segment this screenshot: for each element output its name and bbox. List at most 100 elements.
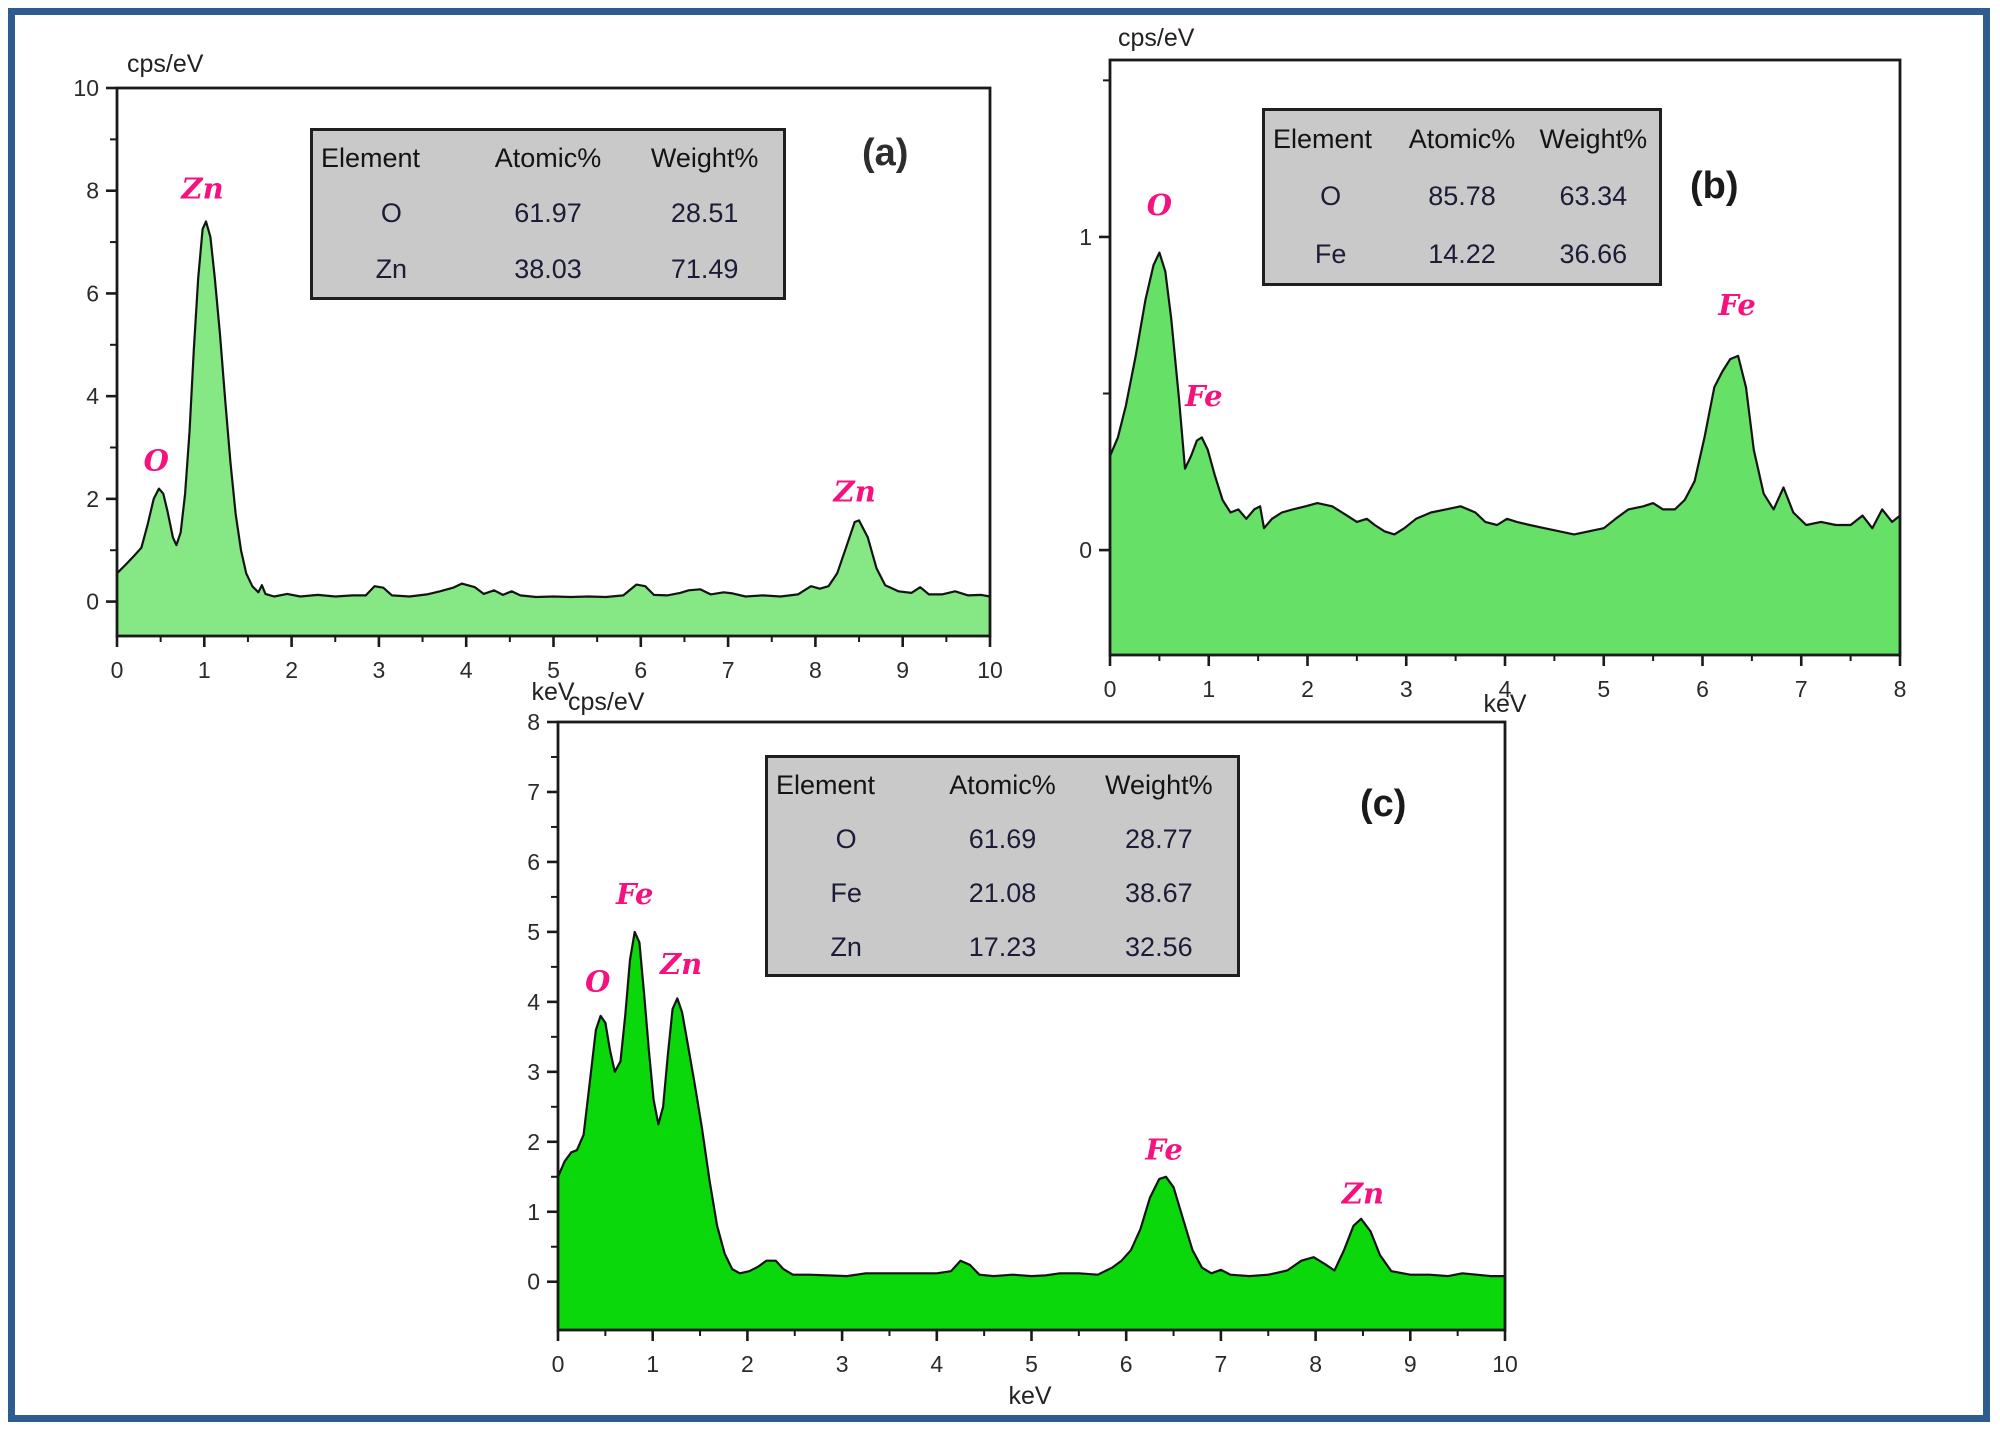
y-axis-title-a: cps/eV	[127, 50, 204, 78]
x-tick-label: 6	[1120, 1351, 1133, 1377]
table-header-cell: Element	[321, 143, 421, 174]
table-cell: 17.23	[968, 931, 1037, 962]
x-tick-label: 8	[809, 657, 822, 683]
table-cell: 14.22	[1428, 238, 1496, 269]
x-tick-label: 3	[373, 657, 386, 683]
x-tick-label: 8	[1309, 1351, 1322, 1377]
x-tick-label: 0	[111, 657, 124, 683]
peak-label-fe: Fe	[615, 877, 653, 911]
table-cell: Fe	[1314, 238, 1347, 269]
x-tick-label: 9	[1404, 1351, 1417, 1377]
x-tick-label: 2	[285, 657, 298, 683]
chart-a: 0 1 2 3 4 5 6 7 8 9 10 0 2 4 6 8 10 cps/eV keV O Zn Zn	[73, 50, 1002, 706]
x-tick-label: 2	[1301, 676, 1314, 702]
y-tick-label: 2	[527, 1129, 540, 1155]
table-header-cell: Atomic%	[494, 143, 602, 174]
table-header-cell: Atomic%	[1408, 124, 1516, 155]
table-row: O 61.97 28.51	[313, 186, 783, 241]
spectrum-line-b	[1108, 251, 1901, 536]
x-tick-label: 4	[460, 657, 473, 683]
panel-label-a: (a)	[862, 132, 909, 174]
table-header-cell: Element	[776, 769, 876, 800]
table-cell: 63.34	[1559, 181, 1628, 212]
y-tick-label: 2	[86, 486, 99, 512]
table-header-cell: Atomic%	[949, 769, 1056, 800]
table-cell: Zn	[830, 931, 862, 962]
table-header-cell: Weight%	[650, 143, 759, 174]
table-cell: O	[380, 198, 402, 229]
x-tick-label: 0	[552, 1351, 565, 1377]
y-tick-label: 8	[86, 178, 99, 204]
chart-b: 0 1 2 3 4 5 6 7 8 0 1 cps/eV keV O Fe Fe	[1079, 24, 1906, 718]
table-row: Zn 17.23 32.56	[768, 920, 1237, 974]
table-cell: 61.69	[968, 823, 1037, 854]
x-tick-label: 9	[896, 657, 909, 683]
table-header-cell: Element	[1273, 124, 1373, 155]
table-cell: 32.56	[1125, 931, 1193, 962]
table-cell: O	[1320, 181, 1342, 212]
table-cell: 28.77	[1125, 823, 1193, 854]
x-tick-label: 7	[1795, 676, 1808, 702]
y-tick-label: 0	[86, 589, 99, 615]
y-tick-label: 10	[73, 75, 99, 101]
x-axis-title-c: keV	[1008, 1382, 1051, 1410]
spectrum-line-a	[116, 220, 991, 599]
table-cell: Zn	[375, 253, 408, 284]
peak-label-zn: Zn	[1341, 1176, 1384, 1210]
table-row: O 61.69 28.77	[768, 812, 1237, 866]
table-cell: 61.97	[514, 198, 582, 229]
composition-table-grid: Element Atomic% Weight% O 61.97 28.51 Zn 38.03 7…	[313, 131, 783, 297]
y-tick-label: 3	[527, 1059, 540, 1085]
x-tick-label: 1	[1202, 676, 1215, 702]
y-tick-label: 0	[1079, 537, 1092, 563]
y-axis-title-b: cps/eV	[1118, 24, 1195, 52]
y-tick-label: 5	[527, 919, 540, 945]
table-cell: 36.66	[1559, 238, 1628, 269]
table-header-cell: Weight%	[1105, 769, 1213, 800]
table-header-cell: Weight%	[1539, 124, 1648, 155]
peak-label-zn: Zn	[833, 474, 876, 508]
spectrum-line-c	[556, 930, 1505, 1278]
x-tick-label: 5	[1597, 676, 1610, 702]
spectrum-area-a	[117, 221, 990, 636]
composition-table-c: Element Atomic% Weight% O 61.69 28.77 Fe 21.08 3…	[765, 755, 1240, 977]
y-tick-label: 7	[527, 779, 540, 805]
composition-table-b: Element Atomic% Weight% O 85.78 63.34 Fe 14.22 3…	[1262, 108, 1662, 286]
table-cell: 71.49	[670, 253, 739, 284]
table-row: O 85.78 63.34	[1265, 168, 1659, 225]
x-tick-label: 5	[1025, 1351, 1038, 1377]
peak-label-o: O	[1147, 188, 1172, 222]
spectrum-area-b	[1110, 252, 1900, 655]
y-tick-label: 4	[527, 989, 540, 1015]
table-cell: 38.67	[1125, 877, 1193, 908]
y-tick-label: 8	[527, 709, 540, 735]
x-tick-label: 10	[977, 657, 1003, 683]
table-cell: Fe	[830, 877, 862, 908]
chart-c: 0 1 2 3 4 5 6 7 8 9 10 0 1 2 3 4 5 6 7 8 cps/eV keV O Fe Zn Fe Zn	[527, 688, 1518, 1410]
x-axis-title-b: keV	[1483, 690, 1526, 718]
x-tick-label: 1	[646, 1351, 659, 1377]
x-tick-label: 3	[836, 1351, 849, 1377]
x-tick-label: 1	[198, 657, 211, 683]
y-tick-label: 1	[1079, 224, 1092, 250]
peak-label-o: O	[585, 964, 610, 998]
y-tick-label: 6	[527, 849, 540, 875]
x-tick-label: 6	[1696, 676, 1709, 702]
x-tick-label: 7	[722, 657, 735, 683]
table-cell: O	[835, 823, 857, 854]
table-cell: 85.78	[1428, 181, 1496, 212]
x-tick-label: 5	[547, 657, 560, 683]
x-tick-label: 3	[1400, 676, 1413, 702]
peak-label-o: O	[144, 444, 169, 478]
y-tick-label: 6	[86, 280, 99, 306]
table-row: Fe 21.08 38.67	[768, 866, 1237, 920]
y-axis-title-c: cps/eV	[568, 688, 645, 716]
table-cell: 28.51	[670, 198, 739, 229]
table-row: Zn 38.03 71.49	[313, 242, 783, 297]
composition-table-a: Element Atomic% Weight% O 61.97 28.51 Zn 38.03 7…	[310, 128, 786, 300]
y-tick-label: 4	[86, 383, 99, 409]
x-tick-label: 4	[1499, 676, 1512, 702]
x-tick-label: 10	[1492, 1351, 1518, 1377]
